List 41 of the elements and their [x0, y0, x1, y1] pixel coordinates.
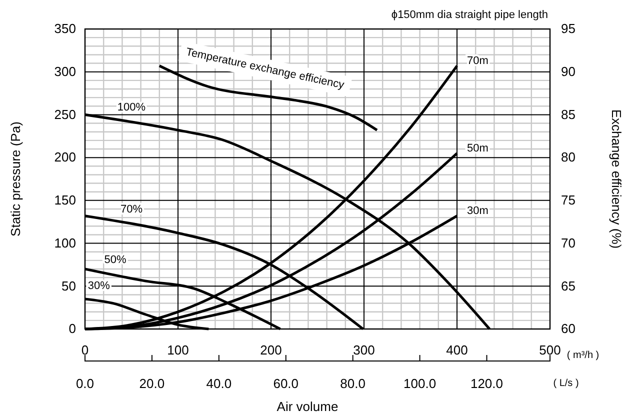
text: ( m³/h )	[566, 350, 600, 361]
y2-tick-label: 80	[561, 150, 576, 165]
y2-tick-label: 95	[561, 21, 576, 36]
y2-tick-label: 90	[561, 64, 576, 80]
series-label: 70m	[467, 54, 488, 67]
y-tick-label: 350	[54, 21, 76, 36]
y-tick-label: 300	[54, 64, 76, 80]
x2-tick-label: 60.0	[273, 376, 299, 391]
x-tick-label: 200	[260, 342, 282, 358]
x2-axis-title: ( L/s )	[553, 378, 579, 389]
y2-tick-label: 70	[561, 235, 576, 250]
x2-tick-label: 100.0	[404, 376, 436, 391]
y-tick-label: 100	[54, 235, 76, 250]
x2-tick-label: 20.0	[139, 376, 165, 391]
series-label: 30m	[467, 204, 488, 217]
x2-tick-label: 40.0	[206, 376, 232, 391]
series-label: 50m	[467, 142, 488, 154]
series-label: 50%	[104, 254, 126, 266]
chart-title: ϕ150mm dia straight pipe length	[391, 9, 548, 21]
y-tick-label: 0	[68, 321, 76, 336]
series-label: 100%	[117, 101, 146, 114]
x-tick-label: 0	[81, 342, 89, 358]
y-tick-label: 250	[54, 106, 76, 122]
y2-tick-label: 65	[561, 278, 576, 294]
y2-axis-title: Exchange efficiency (%)	[609, 109, 624, 249]
series-label: 70%	[120, 203, 143, 216]
x2-tick-label: 120.0	[470, 376, 504, 391]
y-axis-title: Static pressure (Pa)	[8, 122, 23, 236]
x-tick-label: 300	[353, 342, 375, 358]
y2-tick-label: 75	[561, 192, 576, 208]
y-tick-label: 200	[54, 150, 76, 165]
y-tick-label: 50	[62, 278, 76, 294]
x-axis-title: Air volume	[276, 399, 338, 414]
x-tick-label: 400	[446, 342, 468, 358]
x-tick-label: 500	[539, 342, 561, 358]
y-tick-label: 150	[54, 192, 76, 208]
x-tick-label: 100	[167, 342, 189, 358]
x2-tick-label: 0.0	[76, 376, 94, 391]
x2-tick-label: 80.0	[340, 376, 366, 391]
y2-tick-label: 85	[561, 106, 576, 122]
y2-tick-label: 60	[561, 321, 576, 336]
